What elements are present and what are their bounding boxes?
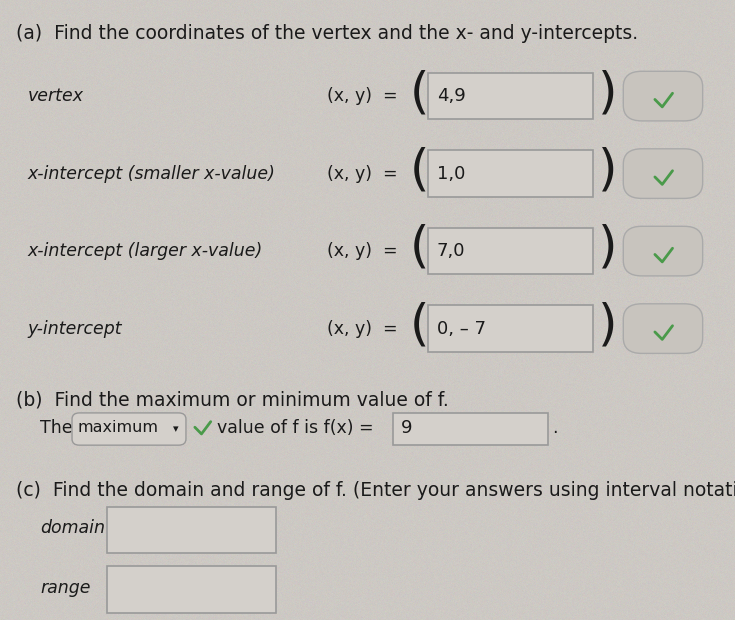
Text: (x, y)  =: (x, y) =	[327, 319, 398, 338]
Text: (: (	[410, 146, 429, 195]
Text: (b)  Find the maximum or minimum value of f.: (b) Find the maximum or minimum value of…	[16, 391, 449, 410]
Text: ): )	[598, 146, 618, 195]
FancyBboxPatch shape	[623, 304, 703, 353]
Text: .: .	[552, 418, 557, 437]
Bar	[428, 151, 593, 197]
FancyBboxPatch shape	[623, 226, 703, 276]
Text: 4,9: 4,9	[437, 87, 465, 105]
Text: range: range	[40, 578, 91, 597]
Bar	[428, 228, 593, 274]
Text: (: (	[410, 301, 429, 350]
Text: (x, y)  =: (x, y) =	[327, 87, 398, 105]
Text: y-intercept: y-intercept	[28, 319, 123, 338]
Text: (a)  Find the coordinates of the vertex and the x- and y-intercepts.: (a) Find the coordinates of the vertex a…	[16, 24, 638, 43]
Bar	[107, 566, 276, 613]
Text: ): )	[598, 69, 618, 117]
Bar	[107, 507, 276, 553]
FancyBboxPatch shape	[72, 413, 186, 445]
Bar	[428, 73, 593, 119]
FancyBboxPatch shape	[623, 71, 703, 121]
Text: (: (	[410, 69, 429, 117]
Text: (x, y)  =: (x, y) =	[327, 164, 398, 183]
Text: (: (	[410, 224, 429, 272]
Text: value of f is f(x) =: value of f is f(x) =	[217, 418, 373, 437]
Text: ▾: ▾	[173, 424, 179, 434]
Text: The: The	[40, 418, 73, 437]
Text: x-intercept (smaller x-value): x-intercept (smaller x-value)	[28, 164, 276, 183]
Text: 9: 9	[401, 418, 412, 437]
Text: 7,0: 7,0	[437, 242, 465, 260]
Bar	[428, 306, 593, 352]
Text: (x, y)  =: (x, y) =	[327, 242, 398, 260]
Text: 0, – 7: 0, – 7	[437, 319, 486, 338]
Text: maximum: maximum	[78, 420, 159, 435]
Text: domain: domain	[40, 519, 105, 538]
Text: ): )	[598, 224, 618, 272]
Text: vertex: vertex	[28, 87, 84, 105]
Text: x-intercept (larger x-value): x-intercept (larger x-value)	[28, 242, 263, 260]
FancyBboxPatch shape	[623, 149, 703, 198]
Text: ): )	[598, 301, 618, 350]
Text: (c)  Find the domain and range of f. (Enter your answers using interval notation: (c) Find the domain and range of f. (Ent…	[16, 480, 735, 500]
Text: 1,0: 1,0	[437, 164, 465, 183]
Bar	[393, 413, 548, 445]
